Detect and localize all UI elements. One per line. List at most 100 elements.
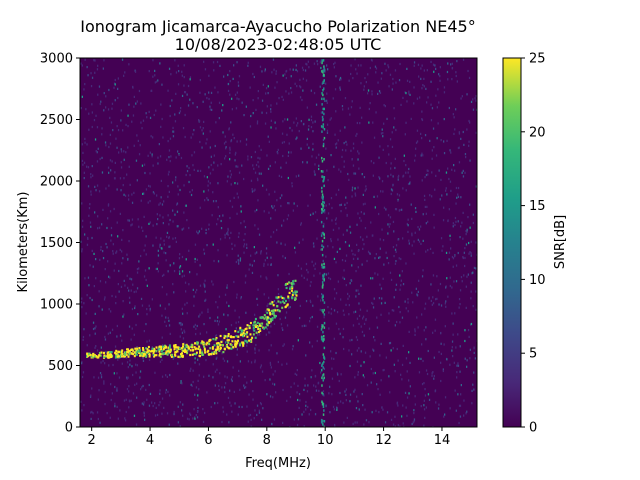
noise-cell xyxy=(302,161,304,164)
noise-cell xyxy=(95,258,97,261)
noise-cell xyxy=(188,283,190,286)
noise-cell xyxy=(254,348,256,351)
noise-cell xyxy=(407,230,409,233)
noise-cell xyxy=(454,312,456,315)
noise-cell xyxy=(363,176,366,179)
noise-cell xyxy=(128,165,130,168)
echo-cell xyxy=(276,305,279,308)
noise-cell xyxy=(123,279,125,282)
echo-cell xyxy=(98,351,101,355)
noise-cell xyxy=(192,369,194,372)
noise-cell xyxy=(152,191,155,194)
noise-cell xyxy=(108,308,110,311)
noise-cell xyxy=(376,195,379,198)
noise-cell xyxy=(187,84,190,88)
noise-cell xyxy=(255,108,257,111)
interference-cell xyxy=(321,309,323,312)
echo-cell xyxy=(227,333,230,336)
echo-cell xyxy=(186,349,189,352)
echo-cell xyxy=(243,329,246,332)
noise-cell xyxy=(392,175,394,178)
noise-cell xyxy=(236,192,238,195)
noise-cell xyxy=(362,374,364,377)
noise-cell xyxy=(356,121,358,125)
noise-cell xyxy=(224,135,226,138)
noise-cell xyxy=(140,388,142,391)
noise-cell xyxy=(456,80,458,83)
noise-cell xyxy=(229,170,231,173)
noise-cell xyxy=(125,398,127,401)
noise-cell xyxy=(393,107,395,110)
noise-cell xyxy=(80,62,82,65)
noise-cell xyxy=(95,189,97,192)
interference-cell xyxy=(323,136,326,140)
noise-cell xyxy=(466,93,468,96)
noise-cell xyxy=(474,357,476,360)
noise-cell xyxy=(229,70,231,73)
echo-cell xyxy=(128,349,131,352)
noise-cell xyxy=(106,246,108,249)
noise-cell xyxy=(92,174,94,177)
noise-cell xyxy=(181,70,183,73)
noise-cell xyxy=(370,221,372,224)
noise-cell xyxy=(439,75,441,78)
noise-cell xyxy=(435,298,437,301)
noise-cell xyxy=(257,288,259,291)
noise-cell xyxy=(400,373,402,376)
noise-cell xyxy=(388,342,391,345)
echo-cell xyxy=(248,339,251,342)
noise-cell xyxy=(447,219,449,222)
noise-cell xyxy=(245,143,248,146)
noise-cell xyxy=(274,161,276,164)
noise-cell xyxy=(435,401,437,404)
noise-cell xyxy=(178,153,180,156)
noise-cell xyxy=(169,373,171,377)
noise-cell xyxy=(288,272,290,276)
noise-cell xyxy=(238,262,240,265)
noise-cell xyxy=(232,133,234,136)
interference-cell xyxy=(323,87,325,90)
noise-cell xyxy=(406,414,408,417)
interference-cell xyxy=(322,276,324,279)
noise-cell xyxy=(342,401,344,405)
noise-cell xyxy=(382,239,385,242)
noise-cell xyxy=(453,280,455,283)
noise-cell xyxy=(391,145,394,148)
noise-cell xyxy=(244,233,246,236)
noise-cell xyxy=(177,421,179,424)
noise-cell xyxy=(122,315,124,318)
echo-cell xyxy=(153,355,156,358)
noise-cell xyxy=(206,138,208,141)
noise-cell xyxy=(301,98,303,102)
noise-cell xyxy=(111,160,113,163)
noise-cell xyxy=(459,289,462,292)
noise-cell xyxy=(134,306,136,310)
noise-cell xyxy=(119,212,121,215)
noise-cell xyxy=(268,349,270,352)
echo-cell xyxy=(184,344,187,347)
echo-cell xyxy=(204,351,207,354)
noise-cell xyxy=(414,330,416,333)
noise-cell xyxy=(281,132,284,135)
noise-cell xyxy=(383,104,385,107)
noise-cell xyxy=(269,361,271,364)
noise-cell xyxy=(461,95,463,98)
noise-cell xyxy=(472,108,475,111)
interference-cell xyxy=(320,421,323,424)
noise-cell xyxy=(425,369,428,372)
noise-cell xyxy=(358,167,360,170)
noise-cell xyxy=(400,284,402,287)
noise-cell xyxy=(186,93,188,96)
noise-cell xyxy=(83,404,85,407)
noise-cell xyxy=(308,146,310,149)
noise-cell xyxy=(445,251,448,254)
noise-cell xyxy=(207,189,210,192)
noise-cell xyxy=(175,240,177,243)
noise-cell xyxy=(430,119,433,122)
noise-cell xyxy=(133,333,135,336)
noise-cell xyxy=(438,169,440,172)
echo-cell xyxy=(216,345,219,348)
echo-cell xyxy=(138,350,141,353)
noise-cell xyxy=(420,132,422,135)
noise-cell xyxy=(374,339,376,342)
